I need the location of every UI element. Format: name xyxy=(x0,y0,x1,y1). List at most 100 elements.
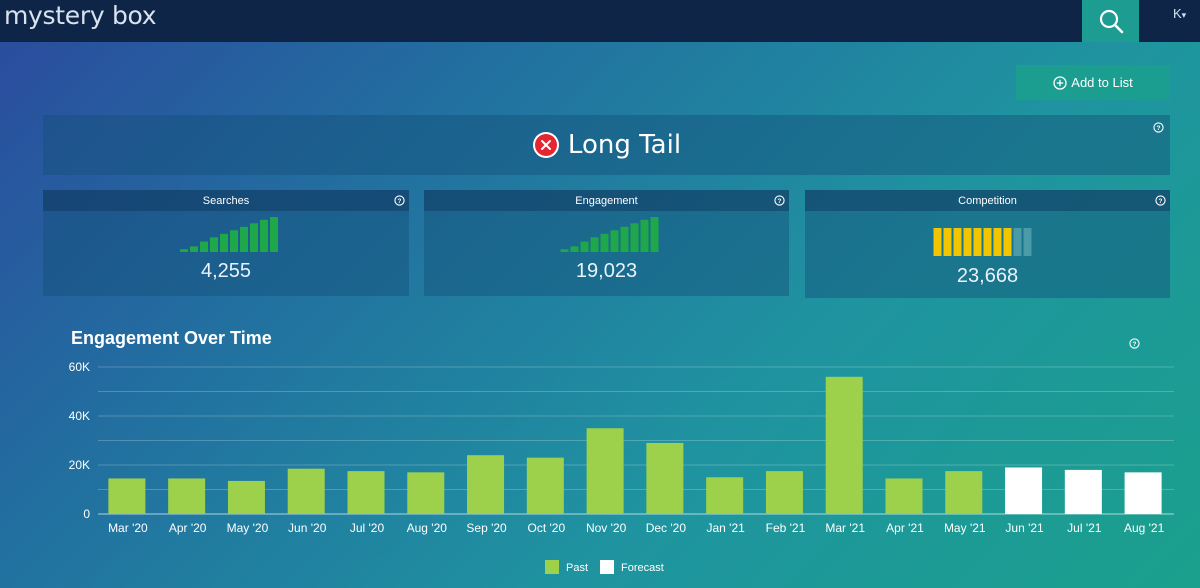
past-bar[interactable] xyxy=(407,472,445,514)
past-bar[interactable] xyxy=(586,428,624,514)
sparkline-bar xyxy=(570,246,579,252)
sparkline-bar xyxy=(270,217,278,252)
card-title: Competition xyxy=(958,194,1017,207)
chevron-down-icon: ▾ xyxy=(1181,10,1187,20)
x-tick-label: Mar '21 xyxy=(825,521,865,535)
sparkline-bar xyxy=(580,241,589,252)
sparkline-bar xyxy=(260,219,268,252)
y-tick-label: 0 xyxy=(83,507,90,521)
x-tick-label: Feb '21 xyxy=(766,521,806,535)
card-title: Searches xyxy=(202,194,250,207)
x-tick-label: May '20 xyxy=(227,521,269,535)
level-segment-filled xyxy=(943,228,952,256)
sparkline-bar xyxy=(640,219,649,252)
sparkline-bar xyxy=(620,226,629,252)
help-icon[interactable]: ? xyxy=(1153,122,1164,133)
add-to-list-button[interactable]: Add to List xyxy=(1016,65,1170,100)
y-tick-label: 60K xyxy=(69,360,90,374)
sparkline-bar xyxy=(610,230,619,252)
past-bar[interactable] xyxy=(885,478,923,514)
x-tick-label: Oct '20 xyxy=(528,521,566,535)
legend-label: Forecast xyxy=(621,562,664,574)
past-bar[interactable] xyxy=(108,478,146,514)
y-tick-label: 40K xyxy=(69,409,90,423)
engagement-card: Engagement ? 19,023 xyxy=(424,190,789,296)
svg-text:?: ? xyxy=(1133,341,1137,348)
sparkline-bar xyxy=(210,237,218,252)
past-bar[interactable] xyxy=(765,471,803,514)
user-menu[interactable]: K▾ xyxy=(1173,6,1186,21)
sparkline-bar xyxy=(190,246,198,252)
x-tick-label: Jan '21 xyxy=(707,521,746,535)
sparkline-bar xyxy=(560,249,569,252)
past-bar[interactable] xyxy=(526,457,564,514)
help-icon[interactable]: ? xyxy=(1129,338,1140,349)
competition-card: Competition ? 23,668 xyxy=(805,190,1170,298)
past-bar[interactable] xyxy=(227,480,265,514)
svg-text:?: ? xyxy=(778,198,782,205)
x-tick-label: Jun '21 xyxy=(1005,521,1044,535)
sparkline-bar xyxy=(230,230,238,252)
level-segment-filled xyxy=(1003,228,1012,256)
searches-card: Searches ? 4,255 xyxy=(43,190,409,296)
card-header: Engagement ? xyxy=(424,190,789,211)
level-segment-filled xyxy=(983,228,992,256)
forecast-bar[interactable] xyxy=(1005,467,1043,514)
card-title: Engagement xyxy=(575,194,638,207)
sparkline-bar xyxy=(250,223,258,252)
help-icon[interactable]: ? xyxy=(1155,195,1166,206)
result-label: Long Tail xyxy=(567,130,682,160)
x-tick-label: Mar '20 xyxy=(108,521,148,535)
level-segment-filled xyxy=(993,228,1002,256)
sparkline-bar xyxy=(650,217,659,252)
svg-text:?: ? xyxy=(398,198,402,205)
top-navbar: mystery box K▾ xyxy=(0,0,1200,42)
svg-text:?: ? xyxy=(1159,198,1163,205)
x-tick-label: Sep '20 xyxy=(466,521,507,535)
forecast-bar[interactable] xyxy=(1064,469,1102,514)
level-segment-empty xyxy=(1023,228,1032,256)
search-icon xyxy=(1099,9,1123,34)
y-tick-label: 20K xyxy=(69,458,90,472)
app-brand[interactable]: mystery box xyxy=(4,1,157,30)
x-tick-label: Aug '21 xyxy=(1124,521,1165,535)
past-bar[interactable] xyxy=(646,442,684,514)
help-icon[interactable]: ? xyxy=(774,195,785,206)
searches-value: 4,255 xyxy=(200,260,252,282)
past-bar[interactable] xyxy=(467,455,505,514)
forecast-bar[interactable] xyxy=(1124,472,1162,514)
sparkline-bar xyxy=(180,249,188,252)
sparkline-bar xyxy=(630,223,639,252)
x-tick-label: May '21 xyxy=(944,521,986,535)
past-bar[interactable] xyxy=(945,471,983,514)
sparkline-bar xyxy=(220,233,228,252)
x-tick-label: Jul '21 xyxy=(1067,521,1102,535)
legend-swatch xyxy=(545,560,559,574)
x-tick-label: Dec '20 xyxy=(646,521,687,535)
legend-swatch xyxy=(600,560,614,574)
sparkline-bar xyxy=(200,241,208,252)
add-to-list-label: Add to List xyxy=(1071,75,1133,90)
past-bar[interactable] xyxy=(706,477,744,514)
result-banner: Long Tail ? xyxy=(43,115,1170,175)
level-segment-filled xyxy=(973,228,982,256)
x-tick-label: Apr '20 xyxy=(169,521,207,535)
chart-title: Engagement Over Time xyxy=(71,328,272,348)
sparkline-bar xyxy=(600,233,609,252)
level-segment-filled xyxy=(963,228,972,256)
past-bar[interactable] xyxy=(168,478,206,514)
engagement-value: 19,023 xyxy=(575,260,638,282)
engagement-sparkline xyxy=(560,217,659,252)
past-bar[interactable] xyxy=(287,468,325,514)
competition-level-meter xyxy=(933,228,1032,256)
user-initial: K xyxy=(1173,6,1182,21)
help-icon[interactable]: ? xyxy=(394,195,405,206)
search-button[interactable] xyxy=(1082,0,1139,42)
searches-sparkline xyxy=(180,217,278,252)
sparkline-bar xyxy=(240,226,248,252)
x-tick-label: Jun '20 xyxy=(288,521,327,535)
past-bar[interactable] xyxy=(825,376,863,514)
level-segment-filled xyxy=(933,228,942,256)
past-bar[interactable] xyxy=(347,471,385,514)
plus-circle-icon xyxy=(1053,75,1067,90)
